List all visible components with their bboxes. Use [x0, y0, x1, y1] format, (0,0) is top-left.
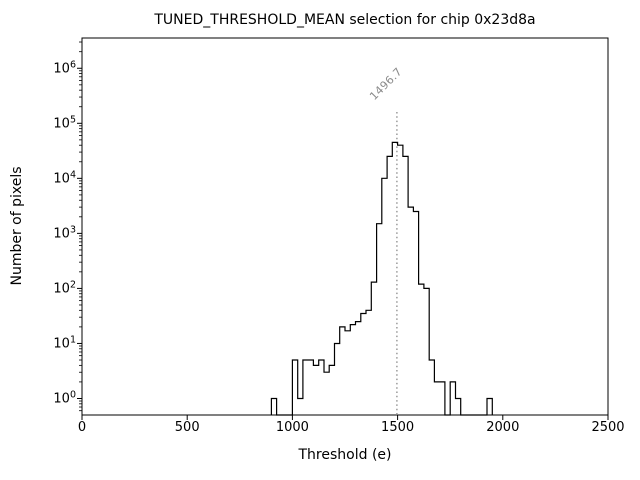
- y-tick-label: 104: [53, 169, 76, 187]
- y-tick-label: 100: [53, 389, 76, 408]
- x-tick-label: 500: [174, 420, 200, 435]
- chart-title: TUNED_THRESHOLD_MEAN selection for chip …: [154, 12, 536, 28]
- y-axis-label: Number of pixels: [9, 166, 25, 286]
- histogram-path: [270, 141, 493, 416]
- x-tick-label: 1500: [381, 420, 415, 435]
- y-tick-label: 105: [53, 114, 76, 132]
- y-tick-label: 103: [53, 224, 76, 243]
- x-tick-label: 0: [77, 420, 87, 435]
- x-tick-label: 2000: [486, 420, 520, 435]
- x-tick-label: 2500: [591, 420, 625, 435]
- x-axis-label: Threshold (e): [298, 447, 392, 463]
- y-tick-label: 101: [53, 334, 76, 353]
- x-tick-label: 1000: [275, 420, 309, 435]
- y-tick-label: 106: [53, 59, 76, 77]
- y-tick-label: 102: [53, 279, 76, 298]
- axes-frame: [81, 37, 609, 416]
